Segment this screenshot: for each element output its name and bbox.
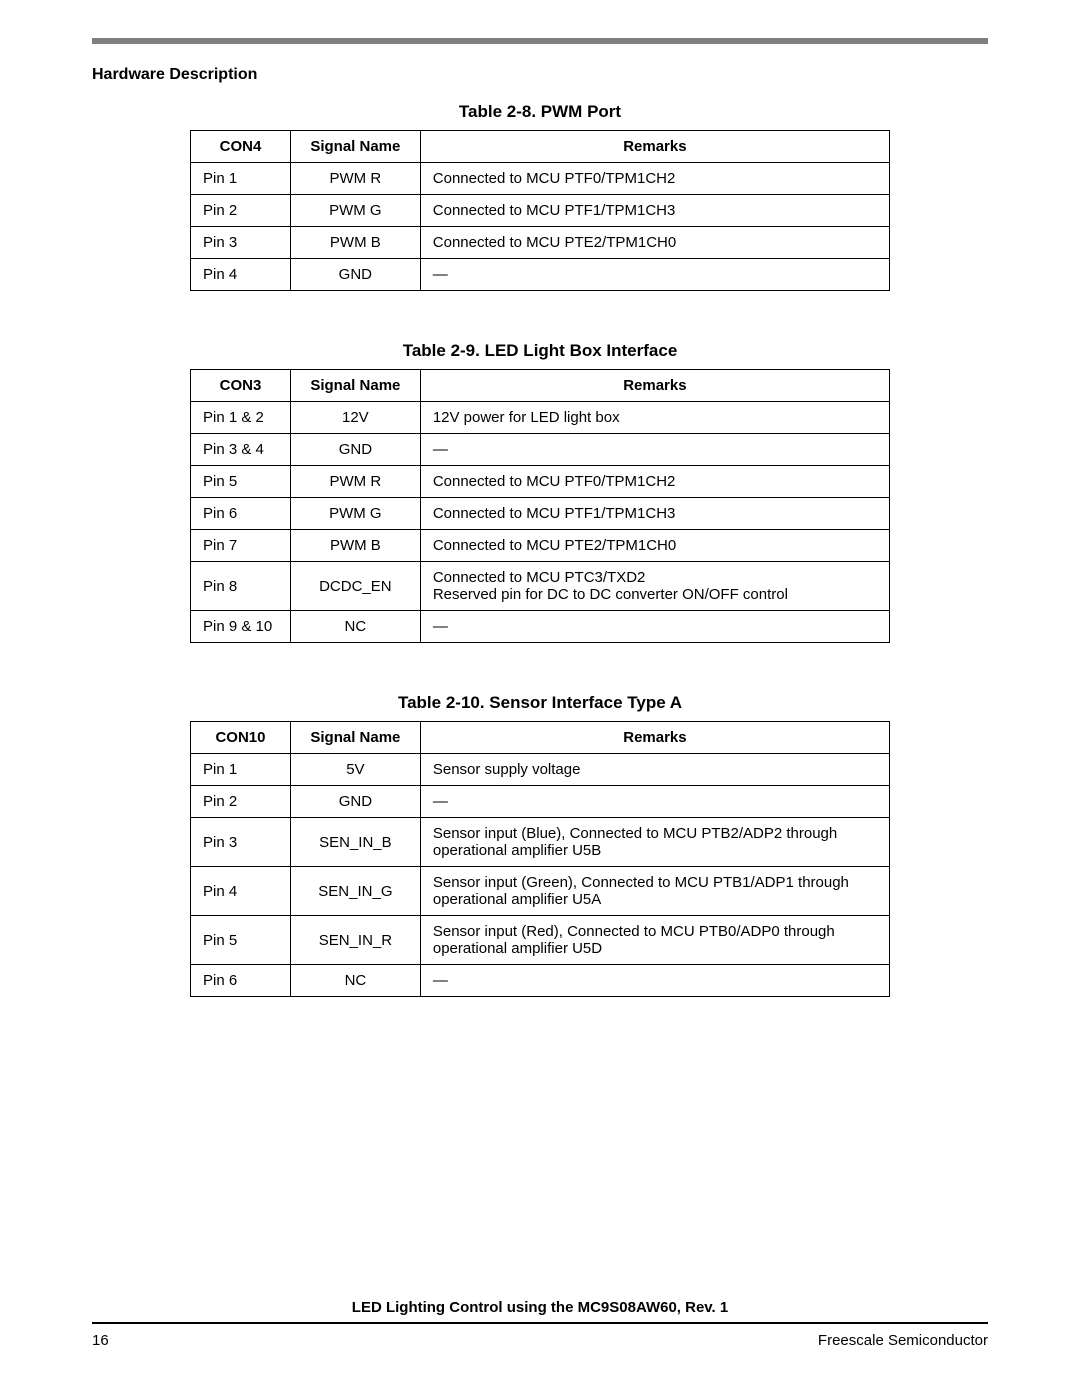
table-cell: Connected to MCU PTF1/TPM1CH3	[420, 498, 889, 530]
table-cell: Sensor supply voltage	[420, 754, 889, 786]
table-cell: SEN_IN_B	[290, 818, 420, 867]
table-header-cell: Remarks	[420, 722, 889, 754]
table-cell: Connected to MCU PTC3/TXD2Reserved pin f…	[420, 562, 889, 611]
table-cell: Pin 4	[191, 867, 291, 916]
table-row: Pin 5SEN_IN_RSensor input (Red), Connect…	[191, 916, 890, 965]
table-header-row: CON4Signal NameRemarks	[191, 131, 890, 163]
table-header-row: CON3Signal NameRemarks	[191, 370, 890, 402]
table-cell: —	[420, 434, 889, 466]
table-cell: PWM B	[290, 227, 420, 259]
table-row: Pin 1PWM RConnected to MCU PTF0/TPM1CH2	[191, 163, 890, 195]
table-cell: SEN_IN_G	[290, 867, 420, 916]
table-cell: Sensor input (Green), Connected to MCU P…	[420, 867, 889, 916]
table-cell: Pin 7	[191, 530, 291, 562]
table-row: Pin 4SEN_IN_GSensor input (Green), Conne…	[191, 867, 890, 916]
footer-line: 16 Freescale Semiconductor	[92, 1332, 988, 1349]
table-cell: Pin 3 & 4	[191, 434, 291, 466]
top-rule	[92, 38, 988, 44]
table-cell: Connected to MCU PTF1/TPM1CH3	[420, 195, 889, 227]
table-cell: —	[420, 786, 889, 818]
table-cell: Pin 5	[191, 916, 291, 965]
data-table: CON10Signal NameRemarksPin 15VSensor sup…	[190, 721, 890, 997]
table-row: Pin 1 & 212V12V power for LED light box	[191, 402, 890, 434]
table-cell: Pin 3	[191, 818, 291, 867]
table-cell: Pin 2	[191, 786, 291, 818]
table-cell: Sensor input (Blue), Connected to MCU PT…	[420, 818, 889, 867]
table-cell: PWM B	[290, 530, 420, 562]
table-caption: Table 2-10. Sensor Interface Type A	[92, 693, 988, 713]
table-cell: DCDC_EN	[290, 562, 420, 611]
table-header-cell: Remarks	[420, 131, 889, 163]
table-cell: GND	[290, 786, 420, 818]
table-cell: —	[420, 611, 889, 643]
data-table: CON4Signal NameRemarksPin 1PWM RConnecte…	[190, 130, 890, 291]
table-cell: Pin 6	[191, 498, 291, 530]
page-footer: LED Lighting Control using the MC9S08AW6…	[92, 1299, 988, 1349]
table-cell: Pin 9 & 10	[191, 611, 291, 643]
table-row: Pin 2PWM GConnected to MCU PTF1/TPM1CH3	[191, 195, 890, 227]
table-cell: Sensor input (Red), Connected to MCU PTB…	[420, 916, 889, 965]
table-cell: Pin 5	[191, 466, 291, 498]
table-header-cell: Remarks	[420, 370, 889, 402]
footer-company: Freescale Semiconductor	[818, 1332, 988, 1349]
table-header-cell: Signal Name	[290, 131, 420, 163]
table-row: Pin 7PWM BConnected to MCU PTE2/TPM1CH0	[191, 530, 890, 562]
table-row: Pin 3PWM BConnected to MCU PTE2/TPM1CH0	[191, 227, 890, 259]
table-row: Pin 4GND—	[191, 259, 890, 291]
table-cell: PWM R	[290, 163, 420, 195]
table-cell: Pin 6	[191, 965, 291, 997]
table-row: Pin 15VSensor supply voltage	[191, 754, 890, 786]
table-caption: Table 2-8. PWM Port	[92, 102, 988, 122]
table-cell: NC	[290, 965, 420, 997]
section-header: Hardware Description	[92, 66, 988, 84]
table-cell: SEN_IN_R	[290, 916, 420, 965]
table-cell: 5V	[290, 754, 420, 786]
table-row: Pin 3SEN_IN_BSensor input (Blue), Connec…	[191, 818, 890, 867]
table-row: Pin 6PWM GConnected to MCU PTF1/TPM1CH3	[191, 498, 890, 530]
data-table: CON3Signal NameRemarksPin 1 & 212V12V po…	[190, 369, 890, 643]
footer-doc-title: LED Lighting Control using the MC9S08AW6…	[92, 1299, 988, 1324]
table-row: Pin 6NC—	[191, 965, 890, 997]
table-cell: Pin 1	[191, 163, 291, 195]
table-cell: 12V power for LED light box	[420, 402, 889, 434]
table-row: Pin 2GND—	[191, 786, 890, 818]
table-cell: NC	[290, 611, 420, 643]
table-cell: PWM G	[290, 195, 420, 227]
table-cell: GND	[290, 434, 420, 466]
table-row: Pin 5PWM RConnected to MCU PTF0/TPM1CH2	[191, 466, 890, 498]
table-cell: GND	[290, 259, 420, 291]
table-row: Pin 8DCDC_ENConnected to MCU PTC3/TXD2Re…	[191, 562, 890, 611]
table-cell: PWM G	[290, 498, 420, 530]
page: Hardware Description Table 2-8. PWM Port…	[0, 0, 1080, 1397]
table-header-cell: CON3	[191, 370, 291, 402]
table-header-cell: CON4	[191, 131, 291, 163]
table-header-row: CON10Signal NameRemarks	[191, 722, 890, 754]
table-cell: —	[420, 259, 889, 291]
table-caption: Table 2-9. LED Light Box Interface	[92, 341, 988, 361]
tables-container: Table 2-8. PWM PortCON4Signal NameRemark…	[92, 102, 988, 997]
table-cell: Connected to MCU PTF0/TPM1CH2	[420, 163, 889, 195]
table-cell: Pin 1	[191, 754, 291, 786]
table-cell: —	[420, 965, 889, 997]
table-row: Pin 3 & 4GND—	[191, 434, 890, 466]
table-row: Pin 9 & 10NC—	[191, 611, 890, 643]
table-header-cell: CON10	[191, 722, 291, 754]
table-header-cell: Signal Name	[290, 722, 420, 754]
table-cell: Pin 8	[191, 562, 291, 611]
footer-page-number: 16	[92, 1332, 109, 1349]
table-cell: Pin 2	[191, 195, 291, 227]
table-cell: Connected to MCU PTF0/TPM1CH2	[420, 466, 889, 498]
table-cell: Connected to MCU PTE2/TPM1CH0	[420, 227, 889, 259]
table-header-cell: Signal Name	[290, 370, 420, 402]
table-cell: Connected to MCU PTE2/TPM1CH0	[420, 530, 889, 562]
table-cell: 12V	[290, 402, 420, 434]
table-cell: PWM R	[290, 466, 420, 498]
table-cell: Pin 4	[191, 259, 291, 291]
table-cell: Pin 3	[191, 227, 291, 259]
table-cell: Pin 1 & 2	[191, 402, 291, 434]
